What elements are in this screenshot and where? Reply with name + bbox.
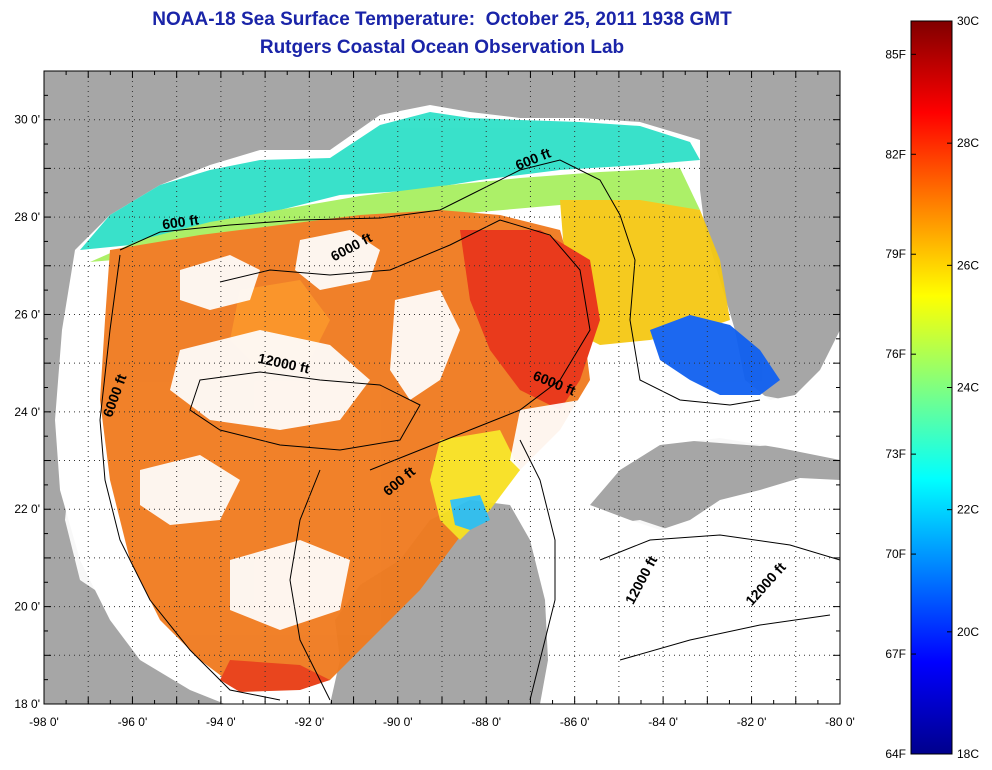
colorbar-fahrenheit-label: 70F [885, 547, 906, 561]
colorbar: 64F 67F 70F 73F 76F 79F 82F 85F 18C 20C 22C 24C 26C… [885, 14, 979, 761]
colorbar-fahrenheit-label: 64F [885, 747, 906, 761]
yucatan-peninsula [330, 500, 548, 704]
latitude-tick-label: 30 0' [14, 113, 40, 127]
colorbar-fahrenheit-label: 73F [885, 447, 906, 461]
longitude-tick-label: -86 0' [560, 715, 590, 729]
colorbar-fahrenheit-label: 82F [885, 147, 906, 161]
colorbar-gradient [910, 20, 953, 755]
longitude-labels: -98 0' -96 0' -94 0' -92 0' -90 0' -88 0' -86 … [29, 715, 855, 729]
latitude-tick-label: 28 0' [14, 210, 40, 224]
longitude-tick-label: -90 0' [383, 715, 413, 729]
colorbar-fahrenheit-labels: 64F 67F 70F 73F 76F 79F 82F 85F [885, 47, 916, 761]
colorbar-fahrenheit-label: 85F [885, 47, 906, 61]
longitude-tick-label: -92 0' [295, 715, 325, 729]
colorbar-celsius-label: 28C [957, 136, 979, 150]
colorbar-celsius-label: 24C [957, 381, 979, 395]
longitude-tick-label: -84 0' [648, 715, 678, 729]
latitude-tick-label: 24 0' [14, 405, 40, 419]
sst-field [80, 112, 780, 692]
map-grid [44, 71, 840, 704]
florida-peninsula [700, 71, 840, 400]
cuba-island [590, 438, 840, 530]
colorbar-celsius-label: 18C [957, 747, 979, 761]
latitude-tick-label: 20 0' [14, 600, 40, 614]
longitude-tick-label: -88 0' [471, 715, 501, 729]
latitude-tick-label: 26 0' [14, 307, 40, 321]
bathymetry-contours [99, 159, 840, 701]
map-title: NOAA-18 Sea Surface Temperature: October… [152, 9, 732, 30]
longitude-tick-label: -98 0' [29, 715, 59, 729]
colorbar-celsius-labels: 18C 20C 22C 24C 26C 28C 30C [947, 14, 979, 761]
latitude-tick-label: 18 0' [14, 697, 40, 711]
longitude-tick-label: -80 0' [825, 715, 855, 729]
longitude-tick-label: -94 0' [206, 715, 236, 729]
colorbar-fahrenheit-label: 67F [885, 647, 906, 661]
colorbar-celsius-label: 22C [957, 503, 979, 517]
colorbar-celsius-label: 26C [957, 258, 979, 272]
contour-label: 600 ft [161, 211, 200, 232]
latitude-labels: 18 0' 20 0' 22 0' 24 0' 26 0' 28 0' 30 0' [14, 113, 40, 711]
axis-ticks [43, 70, 841, 705]
latitude-tick-label: 22 0' [14, 502, 40, 516]
colorbar-celsius-label: 30C [957, 14, 979, 28]
colorbar-fahrenheit-label: 79F [885, 247, 906, 261]
map-subtitle: Rutgers Coastal Ocean Observation Lab [259, 37, 625, 58]
longitude-tick-label: -82 0' [737, 715, 767, 729]
colorbar-celsius-label: 20C [957, 625, 979, 639]
colorbar-fahrenheit-label: 76F [885, 347, 906, 361]
map-plot-area [44, 71, 840, 704]
longitude-tick-label: -96 0' [118, 715, 148, 729]
